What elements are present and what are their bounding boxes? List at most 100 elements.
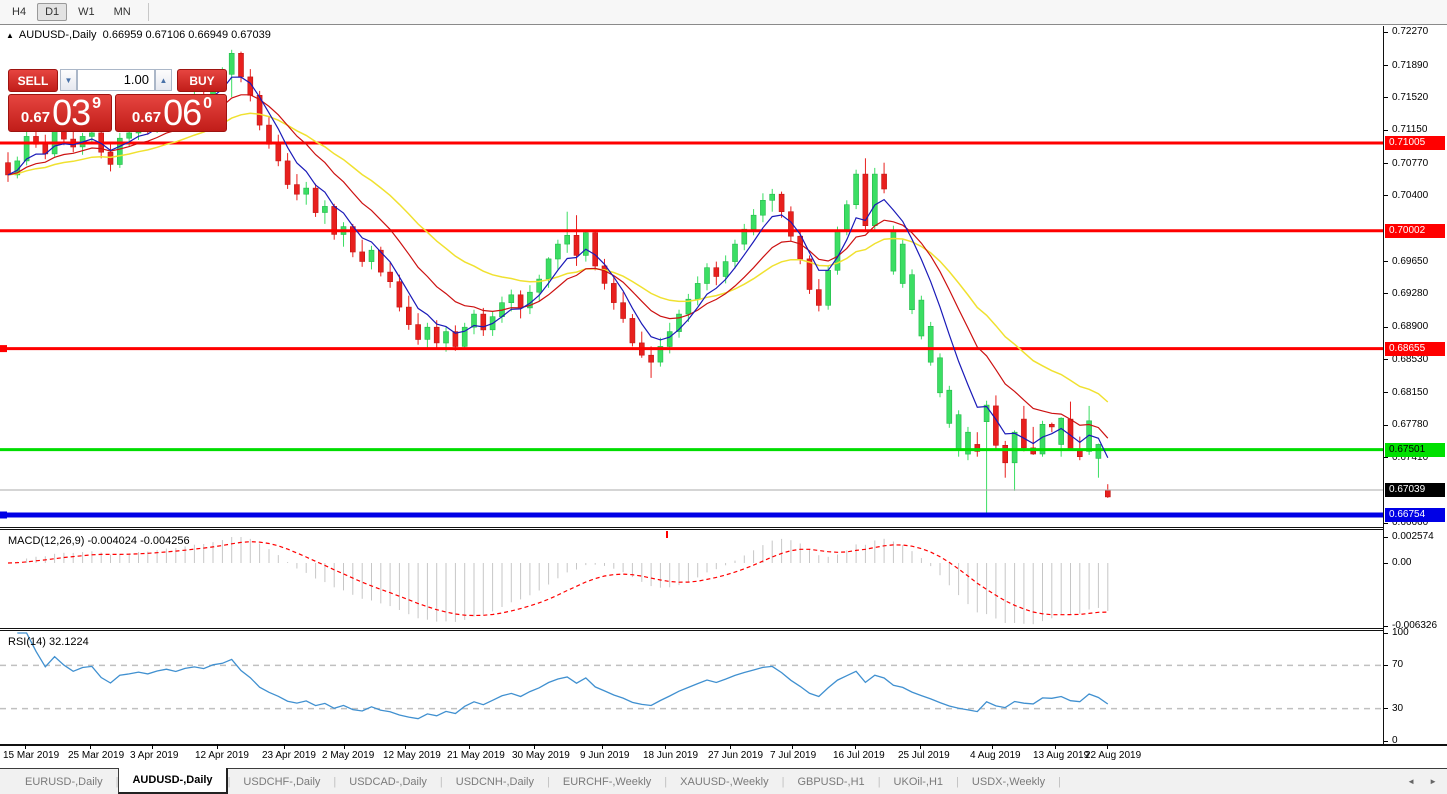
- sell-button[interactable]: SELL: [8, 69, 58, 92]
- time-axis-line: [0, 744, 1447, 746]
- chart-tab-usdchf[interactable]: USDCHF-,Daily: [243, 775, 321, 788]
- axis-tick: [1384, 708, 1388, 710]
- date-axis-label: 13 Aug 2019: [1033, 750, 1090, 761]
- axis-tick: [1384, 522, 1388, 524]
- chart-symbol-label: AUDUSD-,Daily: [18, 29, 97, 41]
- axis-tick: [1384, 163, 1388, 165]
- pane-splitter[interactable]: [0, 527, 1447, 530]
- date-tick: [344, 744, 345, 749]
- axis-tick: [1384, 740, 1388, 742]
- chart-tab-ukoil[interactable]: UKOil-,H1: [893, 775, 944, 788]
- date-tick: [1107, 744, 1108, 749]
- rsi-indicator-pane[interactable]: RSI(14) 32.1224: [0, 632, 1383, 744]
- date-axis-label: 2 May 2019: [322, 750, 375, 761]
- axis-tick: [1384, 392, 1388, 394]
- price-axis-label: 0.71890: [1392, 59, 1429, 71]
- price-axis-label: 0.70770: [1392, 157, 1429, 169]
- chart-tab-eurusd[interactable]: EURUSD-,Daily: [25, 775, 103, 788]
- buy-quote-panel[interactable]: 0.67 06 0: [115, 92, 227, 133]
- price-level-badge: 0.71005: [1385, 136, 1445, 150]
- price-axis-label: 0.72270: [1392, 26, 1429, 38]
- price-axis[interactable]: 0.72270 0.71890 0.71520 0.71150 0.70770 0.704…: [1383, 26, 1447, 746]
- rsi-axis-label: 30: [1392, 702, 1404, 714]
- price-axis-label: 0.68150: [1392, 386, 1429, 398]
- date-axis-label: 22 Aug 2019: [1085, 750, 1142, 761]
- macd-indicator-pane[interactable]: MACD(12,26,9) -0.004024 -0.004256: [0, 531, 1383, 628]
- axis-tick: [1384, 562, 1388, 564]
- macd-chart: [0, 531, 1383, 633]
- price-axis-label: 0.68530: [1392, 353, 1429, 365]
- date-tick: [217, 744, 218, 749]
- rsi-label: RSI(14) 32.1224: [8, 636, 89, 648]
- sell-quote-panel[interactable]: 0.67 03 9: [8, 92, 112, 133]
- chart-tab-usdx[interactable]: USDX-,Weekly: [971, 775, 1046, 788]
- timeframe-button-mn[interactable]: MN: [113, 6, 131, 18]
- date-tick: [1055, 744, 1056, 749]
- candlestick-chart[interactable]: [0, 26, 1383, 532]
- buy-price-prefix: 0.67: [131, 108, 162, 126]
- pane-splitter[interactable]: [0, 628, 1447, 631]
- axis-tick: [1384, 195, 1388, 197]
- axis-tick: [1384, 326, 1388, 328]
- chart-tab-usdcnh[interactable]: USDCNH-,Daily: [455, 775, 534, 788]
- date-axis-label: 27 Jun 2019: [708, 750, 764, 761]
- date-tick: [665, 744, 666, 749]
- tab-separator: |: [115, 775, 119, 788]
- date-axis-label: 18 Jun 2019: [643, 750, 699, 761]
- date-tick: [284, 744, 285, 749]
- date-axis-label: 7 Jul 2019: [770, 750, 817, 761]
- date-tick: [469, 744, 470, 749]
- price-axis-label: 0.69280: [1392, 287, 1429, 299]
- axis-tick: [1384, 625, 1388, 627]
- price-level-badge: 0.68655: [1385, 341, 1445, 356]
- tab-separator: |: [1058, 775, 1061, 788]
- price-axis-label: 0.69650: [1392, 255, 1429, 267]
- chart-tab-eurchf[interactable]: EURCHF-,Weekly: [562, 775, 652, 788]
- chart-ohlc-values: 0.66959 0.67106 0.66949 0.67039: [102, 29, 271, 41]
- chart-tab-gbpusd[interactable]: GBPUSD-,H1: [797, 775, 865, 788]
- axis-tick: [1384, 65, 1388, 67]
- collapse-triangle-icon[interactable]: ▲: [6, 31, 14, 40]
- price-level-badge: 0.67039: [1385, 483, 1445, 498]
- tab-scroll-left-icon[interactable]: ◄: [1407, 776, 1416, 786]
- volume-increase-button[interactable]: ▲: [155, 69, 172, 91]
- chart-title: ▲ AUDUSD-,Daily 0.66959 0.67106 0.66949 0…: [6, 29, 271, 41]
- buy-price-pip: 0: [203, 95, 213, 112]
- volume-decrease-button[interactable]: ▼: [60, 69, 77, 91]
- timeframe-toolbar: H4 D1 W1 MN: [0, 0, 1447, 25]
- axis-tick: [1384, 664, 1388, 666]
- tab-separator: |: [439, 775, 443, 788]
- price-level-badge: 0.67501: [1385, 442, 1445, 457]
- price-level-badge: 0.70002: [1385, 223, 1445, 238]
- axis-tick: [1384, 424, 1388, 426]
- timeframe-button-w1[interactable]: W1: [78, 6, 95, 18]
- date-tick: [90, 744, 91, 749]
- date-axis-label: 30 May 2019: [512, 750, 570, 761]
- date-axis-label: 4 Aug 2019: [970, 750, 1021, 761]
- timeframe-button-h4[interactable]: H4: [12, 6, 27, 18]
- tab-separator: |: [781, 775, 785, 788]
- buy-price-main: 06: [163, 92, 202, 133]
- chart-tab-xauusd[interactable]: XAUUSD-,Weekly: [680, 775, 769, 788]
- axis-tick: [1384, 97, 1388, 99]
- tab-separator: |: [333, 775, 337, 788]
- date-axis-label: 12 May 2019: [383, 750, 441, 761]
- sell-price-main: 03: [52, 92, 91, 133]
- date-tick: [730, 744, 731, 749]
- rsi-axis-label: 100: [1392, 627, 1409, 638]
- volume-input[interactable]: 1.00: [77, 69, 155, 91]
- time-axis[interactable]: 15 Mar 2019 25 Mar 2019 3 Apr 2019 12 Apr 2…: [0, 744, 1447, 767]
- chart-tab-usdcad[interactable]: USDCAD-,Daily: [349, 775, 427, 788]
- price-chart-pane[interactable]: ▲ AUDUSD-,Daily 0.66959 0.67106 0.66949 0…: [0, 26, 1383, 527]
- date-tick: [534, 744, 535, 749]
- axis-tick: [1384, 536, 1388, 538]
- chart-tab-audusd[interactable]: AUDUSD-,Daily: [118, 768, 228, 794]
- timeframe-button-d1[interactable]: D1: [37, 3, 68, 21]
- tab-separator: |: [877, 775, 881, 788]
- tab-scroll-right-icon[interactable]: ►: [1429, 776, 1437, 786]
- price-level-badge: 0.66754: [1385, 507, 1445, 522]
- chart-tab-bar: EURUSD-,Daily | AUDUSD-,Daily | USDCHF-,Dail…: [0, 768, 1447, 794]
- buy-button[interactable]: BUY: [177, 69, 227, 92]
- price-axis-label: 0.71150: [1392, 124, 1428, 136]
